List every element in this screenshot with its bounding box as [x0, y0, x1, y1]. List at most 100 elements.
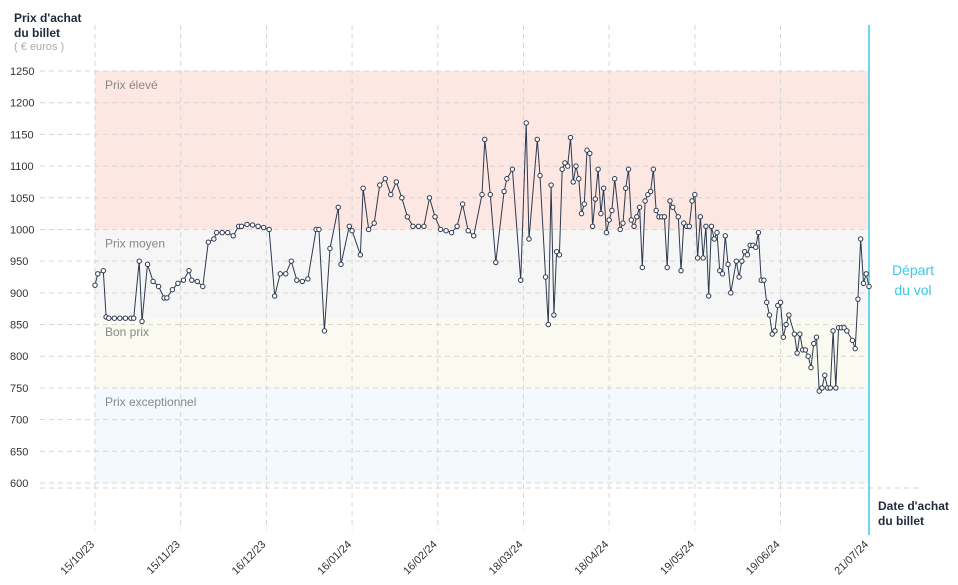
price-point — [548, 182, 554, 188]
price-point — [587, 150, 593, 157]
price-point — [625, 166, 632, 172]
band-label: Prix exceptionnel — [105, 395, 196, 409]
price-point — [689, 198, 695, 204]
price-point — [639, 264, 646, 271]
price-point — [260, 224, 267, 231]
price-point — [819, 385, 825, 391]
y-tick-label: 650 — [10, 446, 28, 458]
price-point — [321, 328, 328, 334]
price-point — [487, 191, 493, 198]
x-tick-label: 19/05/24 — [658, 539, 697, 578]
price-point — [136, 258, 142, 264]
price-point — [700, 255, 706, 261]
price-point — [813, 334, 820, 340]
price-point — [719, 271, 726, 277]
departure-label: Départ — [892, 262, 934, 278]
price-point — [365, 226, 372, 233]
price-point — [266, 226, 272, 233]
price-point — [570, 179, 576, 185]
price-point — [650, 166, 657, 172]
price-point — [509, 166, 516, 172]
price-point — [189, 277, 195, 283]
price-point — [399, 195, 405, 201]
price-point — [855, 296, 861, 302]
price-point — [95, 271, 101, 277]
price-point — [733, 258, 740, 264]
price-point — [705, 293, 712, 299]
price-point — [437, 226, 444, 233]
y-tick-label: 1050 — [10, 193, 34, 205]
price-point — [122, 315, 129, 321]
price-point — [238, 223, 245, 229]
price-point — [606, 217, 612, 223]
price-point — [844, 328, 850, 334]
price-point — [609, 207, 615, 214]
price-point — [797, 331, 803, 337]
price-point — [866, 283, 872, 290]
price-point — [791, 331, 798, 337]
price-point — [670, 204, 676, 210]
departure-label: du vol — [894, 282, 931, 298]
price-point — [106, 315, 112, 321]
price-point — [299, 278, 306, 285]
price-point — [459, 201, 466, 207]
x-tick-label: 18/04/24 — [573, 539, 612, 578]
price-point — [714, 229, 720, 236]
price-point — [211, 236, 217, 242]
price-point — [858, 236, 864, 242]
price-point — [786, 312, 792, 318]
price-point — [426, 195, 433, 201]
price-point — [808, 364, 814, 371]
price-point — [465, 228, 471, 234]
x-tick-label: 16/02/24 — [401, 539, 440, 578]
price-point — [678, 267, 684, 274]
price-point — [294, 277, 300, 283]
price-point — [628, 217, 634, 223]
price-point — [860, 280, 867, 287]
price-point — [852, 345, 858, 352]
x-title: Date d'achat — [878, 499, 949, 513]
price-point — [697, 214, 704, 220]
price-point — [244, 221, 250, 228]
y-tick-label: 950 — [10, 256, 28, 268]
price-point — [283, 271, 289, 277]
price-point — [100, 267, 106, 274]
x-tick-label: 19/06/24 — [744, 539, 783, 578]
price-point — [573, 163, 579, 169]
x-tick-label: 16/01/24 — [315, 539, 354, 578]
price-point — [501, 188, 507, 195]
price-point — [346, 223, 353, 229]
price-point — [518, 277, 524, 283]
price-point — [526, 236, 532, 242]
price-point — [504, 176, 510, 182]
price-point — [564, 163, 571, 169]
y-tick-label: 750 — [10, 383, 28, 395]
price-point — [534, 136, 540, 143]
price-point — [766, 312, 773, 318]
y-tick-label: 600 — [10, 478, 28, 490]
price-point — [567, 134, 574, 141]
price-point — [377, 182, 383, 188]
price-point — [794, 350, 800, 356]
price-point — [559, 166, 565, 172]
price-point — [703, 223, 709, 229]
price-point — [349, 228, 355, 234]
price-point — [811, 340, 817, 347]
price-point — [581, 201, 587, 207]
x-tick-label: 16/12/23 — [230, 539, 269, 578]
price-point — [388, 191, 394, 198]
price-point — [752, 244, 759, 250]
price-point — [404, 214, 411, 220]
price-point — [360, 185, 366, 191]
price-point — [551, 312, 557, 318]
price-point — [357, 252, 364, 258]
price-point — [598, 210, 604, 217]
price-point — [224, 229, 231, 236]
price-point — [647, 188, 654, 195]
price-point — [111, 315, 118, 321]
y-tick-label: 850 — [10, 320, 28, 332]
y-title: du billet — [14, 26, 60, 40]
x-tick-label: 15/10/23 — [58, 539, 97, 578]
price-point — [542, 274, 549, 280]
band-label: Bon prix — [105, 325, 149, 339]
